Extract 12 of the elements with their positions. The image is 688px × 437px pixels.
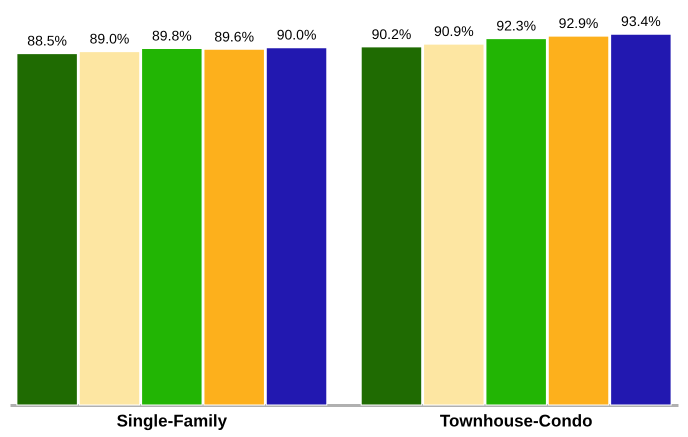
x-tick-label: Townhouse-Condo <box>440 412 592 430</box>
data-label: 89.8% <box>152 27 192 44</box>
data-label: 88.5% <box>27 32 67 49</box>
data-label: 90.0% <box>276 26 316 43</box>
data-label: 93.4% <box>621 13 661 30</box>
x-tick-label: Single-Family <box>116 412 228 430</box>
data-label: 89.6% <box>214 28 254 44</box>
data-label: 90.2% <box>372 26 412 42</box>
data-label: 92.9% <box>558 15 598 32</box>
data-label: 92.3% <box>496 18 536 34</box>
data-label: 90.9% <box>434 23 474 40</box>
data-label: 89.0% <box>90 30 130 47</box>
